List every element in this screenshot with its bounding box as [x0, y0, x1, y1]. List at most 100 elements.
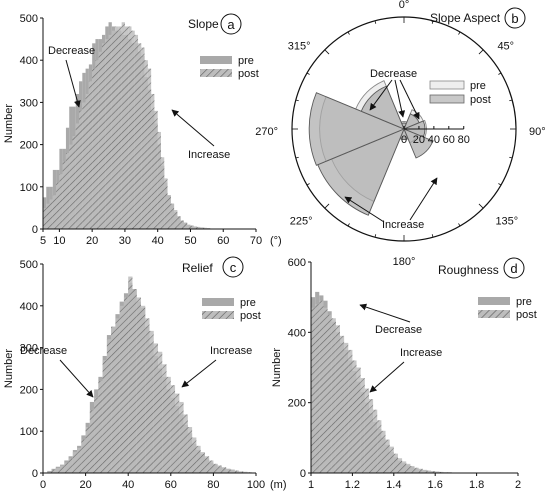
x-tick-label: 2 — [515, 479, 521, 491]
compass-tick — [478, 203, 484, 209]
bar-post — [49, 199, 53, 229]
legend-post-swatch — [478, 310, 510, 318]
bar-post — [352, 360, 357, 473]
x-tick-label: 30 — [119, 235, 131, 247]
bar-post — [174, 210, 178, 229]
decrease-arrow-right — [399, 79, 420, 120]
y-tick-label: 200 — [288, 398, 306, 410]
bar-post — [111, 326, 116, 473]
slope-aspect-rose-panel: 0° 45° 90° 135° 180° 225° 270° 315° 0 20 40 60 80 Sl… — [255, 0, 545, 268]
bar-post — [238, 471, 244, 473]
bar-post — [331, 318, 336, 473]
bar-post — [132, 289, 137, 473]
compass-tick — [306, 72, 310, 75]
y-tick-label: 100 — [20, 182, 38, 194]
bar-post — [230, 469, 235, 473]
direction-label: 180° — [393, 256, 416, 268]
bar-post — [162, 364, 167, 473]
y-tick-label: 400 — [20, 301, 38, 313]
bar-post — [52, 195, 57, 229]
bar-post — [77, 447, 82, 473]
bar-post — [179, 401, 184, 473]
bar-post — [180, 220, 184, 229]
bar-post — [119, 305, 124, 473]
y-axis-title: Number — [271, 348, 283, 387]
legend-pre-label: pre — [240, 297, 256, 309]
increase-arrow — [171, 109, 215, 147]
bar-post — [213, 463, 218, 473]
legend-pre-swatch — [200, 56, 232, 64]
bar-post — [187, 427, 193, 473]
x-tick-label: 70 — [250, 235, 262, 247]
bar-post — [197, 226, 201, 229]
bar-post — [193, 226, 198, 229]
bar-post — [75, 123, 80, 229]
bar-post — [82, 102, 86, 229]
bar-post — [140, 305, 146, 473]
x-tick-label: 50 — [184, 235, 196, 247]
sector-post — [317, 128, 405, 216]
compass-tick — [509, 156, 513, 159]
y-tick-label: 400 — [288, 327, 306, 339]
bar-post — [94, 397, 99, 473]
annotation-increase: Increase — [382, 219, 424, 231]
bar-post — [393, 453, 398, 473]
bar-post — [196, 445, 201, 473]
bar-post — [364, 388, 369, 473]
increase-arrow-right — [409, 177, 438, 221]
bar-post — [124, 26, 129, 229]
bar-post — [385, 439, 390, 473]
bar-post — [435, 471, 440, 473]
bar-post — [327, 314, 332, 473]
direction-label: 90° — [529, 126, 546, 138]
decrease-arrow-left — [369, 79, 393, 111]
slope-bars — [43, 22, 227, 230]
legend-pre-swatch — [478, 297, 510, 305]
y-tick-label: 0 — [300, 468, 306, 480]
bar-post — [203, 227, 207, 229]
x-tick-label: 5 — [40, 235, 46, 247]
bar-post — [187, 224, 191, 229]
bar-post — [234, 470, 239, 473]
compass-tick — [374, 234, 377, 238]
x-axis-unit: (°) — [270, 235, 282, 247]
x-tick-label: 1.6 — [428, 479, 443, 491]
bar-post — [85, 93, 89, 230]
x-tick-label: 60 — [217, 235, 229, 247]
x-tick-label: 1.2 — [345, 479, 360, 491]
bar-post — [51, 469, 56, 473]
bar-post — [72, 136, 76, 229]
aspect-title: Slope Aspect — [430, 11, 501, 25]
bar-post — [47, 471, 52, 473]
decrease-arrow — [359, 303, 411, 323]
direction-label: 270° — [255, 126, 278, 138]
bar-post — [145, 318, 150, 473]
annotation-increase: Increase — [400, 347, 442, 359]
bar-post — [431, 471, 436, 473]
panel-b-badge: b — [504, 7, 526, 29]
increase-arrow-left — [344, 196, 385, 223]
y-axis-title: Number — [3, 349, 15, 388]
slope-axes: 0 100 200 300 400 500 5 10 20 30 40 50 60 70 (°) Number — [3, 13, 282, 247]
radial-tick-label: 60 — [443, 134, 455, 146]
bar-post — [154, 110, 158, 229]
panel-a-letter: a — [227, 17, 235, 32]
bar-post — [397, 458, 403, 473]
direction-label: 45° — [497, 41, 514, 53]
compass-tick — [458, 31, 461, 35]
bar-post — [121, 22, 125, 229]
bar-post — [439, 471, 444, 473]
bar-post — [217, 465, 222, 473]
bar-post — [422, 469, 427, 473]
x-tick-label: 100 — [247, 479, 265, 491]
bar-post — [55, 467, 61, 473]
annotation-increase: Increase — [210, 345, 252, 357]
bar-post — [200, 227, 204, 229]
bar-post — [147, 68, 152, 229]
compass-tick — [509, 99, 513, 102]
bar-post — [98, 381, 103, 473]
x-tick-label: 1 — [308, 479, 314, 491]
bar-post — [204, 456, 210, 473]
direction-label: 0° — [399, 0, 410, 11]
